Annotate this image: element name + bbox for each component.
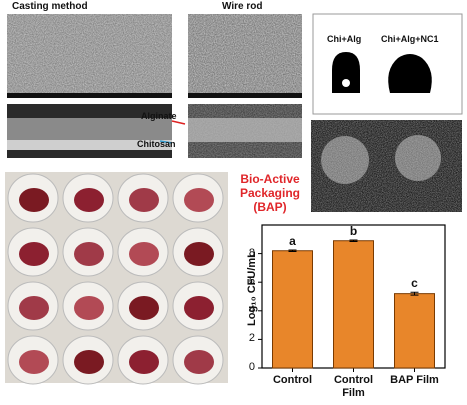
y-axis-label: Log₁₀ CFU/mL — [246, 250, 258, 326]
meat — [74, 242, 104, 266]
x-tick-label: Control — [272, 374, 313, 386]
meat — [184, 350, 214, 374]
meat — [74, 350, 104, 374]
meat — [129, 242, 159, 266]
drop-label: Chi+Alg — [327, 34, 362, 44]
meat — [184, 188, 214, 212]
sem-texture — [7, 14, 172, 98]
fluorescence-texture — [311, 120, 462, 212]
bar — [394, 293, 435, 369]
meat — [19, 296, 49, 320]
drop — [332, 52, 360, 93]
layer-label: Alginate — [141, 111, 177, 121]
cups — [7, 173, 224, 385]
y-tick-label: 6 — [248, 275, 255, 288]
meat — [129, 350, 159, 374]
panel-label: Casting method — [12, 1, 88, 12]
cross-texture — [188, 104, 302, 158]
sem-texture — [188, 14, 302, 98]
y-tick-label: 4 — [248, 303, 255, 316]
significance-label: c — [411, 276, 418, 291]
significance-label: a — [289, 234, 296, 249]
bar-chart — [258, 224, 446, 372]
layer — [7, 140, 172, 150]
bar — [272, 250, 313, 369]
y-tick-label: 2 — [248, 332, 255, 345]
layer-label: Chitosan — [137, 139, 176, 149]
y-tick-label: 0 — [248, 361, 255, 373]
drop-label: Chi+Alg+NC1 — [381, 34, 439, 44]
chart-title: Bio-Active Packaging (BAP) — [239, 172, 301, 214]
scale-strip — [7, 93, 172, 98]
drop-hole — [342, 79, 350, 87]
bar — [333, 240, 374, 369]
meat — [129, 296, 159, 320]
arrow — [171, 120, 186, 125]
meat — [19, 242, 49, 266]
layer — [7, 118, 172, 140]
x-tick-label: Control Film — [333, 374, 374, 399]
scale-strip — [188, 93, 302, 98]
meat — [184, 296, 214, 320]
error-bar — [288, 249, 297, 252]
y-tick-label: 8 — [248, 246, 255, 259]
meat — [129, 188, 159, 212]
drop — [388, 54, 432, 93]
meat — [74, 296, 104, 320]
meat — [19, 350, 49, 374]
panel-label: Wire rod — [222, 1, 263, 12]
error-bar — [410, 291, 419, 296]
meat — [184, 242, 214, 266]
significance-label: b — [349, 224, 358, 238]
error-bar — [349, 239, 358, 242]
meat — [19, 188, 49, 212]
arrow — [159, 140, 173, 144]
meat — [74, 188, 104, 212]
x-tick-label: BAP Film — [390, 374, 439, 386]
